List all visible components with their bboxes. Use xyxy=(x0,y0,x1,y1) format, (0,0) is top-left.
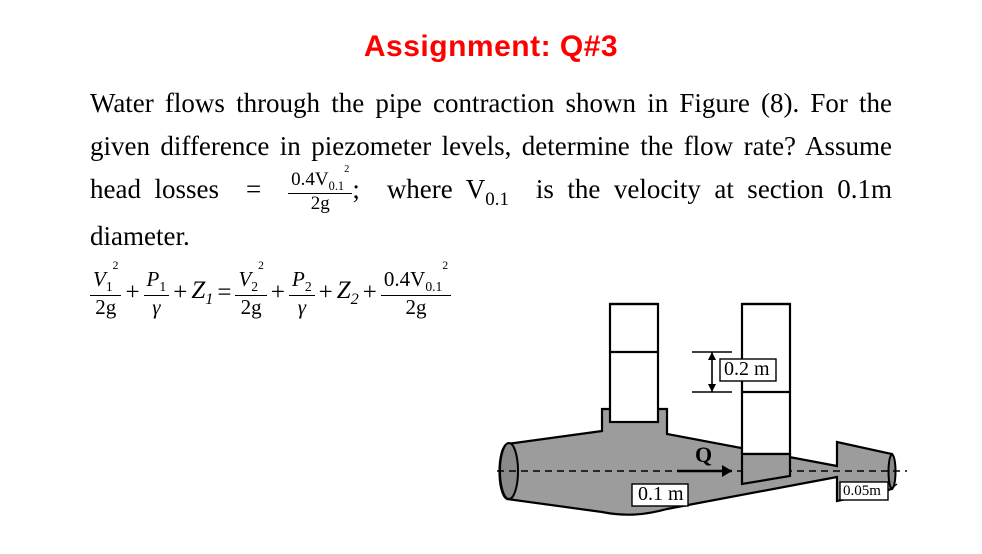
z2-sym: Z xyxy=(337,277,351,304)
v2-sym: V xyxy=(238,267,251,291)
gamma-2: γ xyxy=(298,295,306,319)
head-loss-fraction: 0.4V0.12 2g xyxy=(288,170,352,214)
term-v1sq-2g: V12 2g xyxy=(90,268,121,318)
hl2-sq: 2 xyxy=(442,260,448,272)
v2-sq: 2 xyxy=(258,260,264,272)
eq-sign: = xyxy=(246,174,261,204)
page-root: Assignment: Q#3 Water flows through the … xyxy=(0,0,982,554)
plus-2: + xyxy=(173,279,187,307)
diagram-svg: 0.2 m Q 0.1 m 0.05m xyxy=(492,294,912,524)
plus-4: + xyxy=(319,279,333,307)
p1-sym: P xyxy=(147,267,160,291)
hl2-sub: 0.1 xyxy=(425,279,442,294)
gamma-1: γ xyxy=(152,295,160,319)
para-line3c: is the xyxy=(536,174,600,204)
v01-sub: 0.1 xyxy=(485,189,509,210)
hl2-coeff: 0.4V xyxy=(384,267,425,291)
p2-sub: 2 xyxy=(305,279,312,294)
z1: Z1 xyxy=(191,277,213,309)
hl-num-coeff: 0.4V xyxy=(291,169,328,190)
z1-sym: Z xyxy=(191,277,205,304)
v2-den: 2g xyxy=(241,295,262,319)
hl-num-sup: 2 xyxy=(344,164,349,175)
z1-sub: 1 xyxy=(205,290,213,308)
plus-1: + xyxy=(125,279,139,307)
equals: = xyxy=(217,279,231,307)
piezometer-left xyxy=(610,304,658,422)
term-p1-gamma: P1 γ xyxy=(144,268,170,318)
term-headloss: 0.4V0.12 2g xyxy=(381,268,451,318)
q-label: Q xyxy=(695,442,712,467)
v2-sub: 2 xyxy=(251,279,258,294)
d-in-label: 0.1 m xyxy=(638,483,684,505)
dim-d-in: 0.1 m xyxy=(632,483,688,506)
p2-sym: P xyxy=(292,267,305,291)
plus-3: + xyxy=(271,279,285,307)
para-line1: Water flows through the pipe contraction… xyxy=(90,88,799,118)
hl-num-sub: 0.1 xyxy=(329,179,344,193)
piezometer-right xyxy=(742,304,790,484)
para-line3b: where V xyxy=(387,174,485,204)
v1-den: 2g xyxy=(95,295,116,319)
z2: Z2 xyxy=(337,277,359,309)
plus-5: + xyxy=(363,279,377,307)
hl2-den: 2g xyxy=(406,295,427,319)
semicolon: ; xyxy=(352,174,360,204)
hl-den: 2g xyxy=(288,194,352,214)
term-v2sq-2g: V22 2g xyxy=(235,268,266,318)
pipe-diagram: 0.2 m Q 0.1 m 0.05m xyxy=(492,294,912,524)
v1-sub: 1 xyxy=(106,279,113,294)
assignment-title: Assignment: Q#3 xyxy=(90,30,892,64)
p1-sub: 1 xyxy=(159,279,166,294)
problem-statement: Water flows through the pipe contraction… xyxy=(90,82,892,258)
v1-sq: 2 xyxy=(113,260,119,272)
z2-sub: 2 xyxy=(351,290,359,308)
term-p2-gamma: P2 γ xyxy=(289,268,315,318)
dim-d-out: 0.05m xyxy=(840,482,897,500)
dim-height-label: 0.2 m xyxy=(724,358,770,380)
d-out-label: 0.05m xyxy=(843,483,881,499)
v1-sym: V xyxy=(93,267,106,291)
